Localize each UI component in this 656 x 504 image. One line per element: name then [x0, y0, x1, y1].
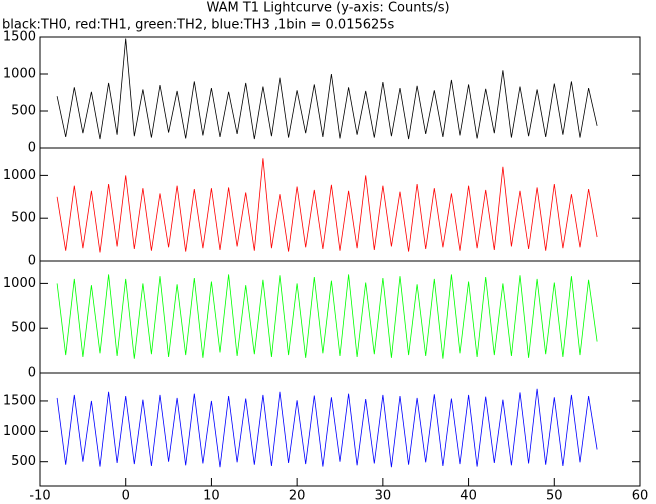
x-tick-label: 40	[460, 489, 477, 504]
panel-frame	[39, 36, 641, 149]
x-tick-label: 50	[546, 489, 563, 504]
chart-subtitle: black:TH0, red:TH1, green:TH2, blue:TH3 …	[2, 18, 395, 33]
chart-title: WAM T1 Lightcurve (y-axis: Counts/s)	[206, 1, 449, 16]
light-curve	[56, 274, 598, 359]
x-tick-label: 60	[632, 489, 649, 504]
y-tick-label: 500	[11, 211, 36, 226]
x-tick-label: -10	[29, 489, 50, 504]
y-tick-label: 0	[28, 366, 36, 381]
y-tick-label: 0	[28, 254, 36, 269]
y-tick-label: 1500	[3, 393, 36, 408]
y-tick-label: 0	[28, 141, 36, 156]
light-curve	[56, 38, 598, 140]
y-tick-label: 500	[11, 104, 36, 119]
y-tick-label: 1000	[3, 424, 36, 439]
y-tick-label: 500	[11, 321, 36, 336]
panel-frame	[39, 147, 641, 262]
x-tick-label: 30	[375, 489, 392, 504]
y-tick-label: 1500	[3, 30, 36, 45]
y-tick-label: 1000	[3, 67, 36, 82]
x-tick-label: 10	[203, 489, 220, 504]
x-tick-label: 20	[289, 489, 306, 504]
x-tick-label: 0	[122, 489, 130, 504]
y-tick-label: 1000	[3, 168, 36, 183]
light-curve	[56, 388, 598, 468]
light-curve	[56, 158, 598, 253]
y-tick-label: 500	[11, 454, 36, 469]
panel-frame	[39, 372, 641, 487]
y-tick-label: 1000	[3, 276, 36, 291]
